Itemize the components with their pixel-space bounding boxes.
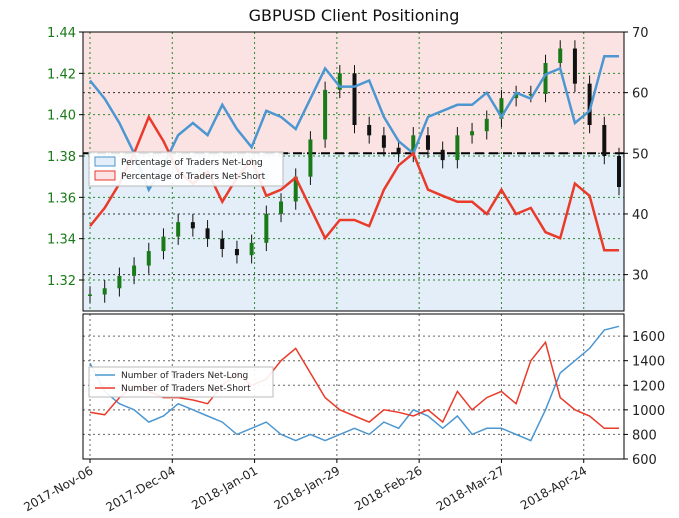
price-candle-15 <box>308 139 313 177</box>
price-candle-27 <box>484 118 489 132</box>
percent-tick-label-1: 40 <box>632 208 649 223</box>
price-candle-25 <box>455 135 460 161</box>
legend-label-net-short-count: Number of Traders Net-Short <box>121 384 251 394</box>
price-candle-11 <box>249 242 254 256</box>
percent-axis: 30 40 50 60 70 <box>624 26 649 284</box>
date-tick-label-6: 2018-Apr-24 <box>518 463 589 512</box>
count-tick-label-3: 1200 <box>632 379 665 394</box>
price-candle-36 <box>617 156 621 187</box>
price-tick-label-3: 1.38 <box>47 150 76 165</box>
chart-title: GBPUSD Client Positioning <box>249 6 460 25</box>
bottom-panel: 600 800 1000 1200 1400 1600 Number of Traders… <box>82 313 665 468</box>
count-tick-label-2: 1000 <box>632 404 665 419</box>
count-tick-label-4: 1400 <box>632 355 665 370</box>
price-candle-22 <box>411 135 416 154</box>
bottom-legend: Number of Traders Net-Long Number of Tra… <box>88 366 274 398</box>
count-tick-label-0: 600 <box>632 453 657 468</box>
net-short-count-line <box>89 340 619 430</box>
date-tick-label-4: 2018-Feb-26 <box>352 463 425 513</box>
price-candle-9 <box>220 238 225 249</box>
price-candle-3 <box>132 265 137 276</box>
price-candle-21 <box>396 147 401 154</box>
top-panel: 1.321.341.361.381.401.421.44 3040506070 … <box>47 26 649 312</box>
price-candle-26 <box>470 131 475 136</box>
legend-label-net-long: Percentage of Traders Net-Long <box>121 158 263 168</box>
price-candle-8 <box>205 228 210 239</box>
price-candle-16 <box>323 89 328 140</box>
price-candle-32 <box>558 48 563 63</box>
count-tick-label-5: 1600 <box>632 330 665 345</box>
price-tick-label-2: 1.36 <box>47 191 76 206</box>
percent-tick-label-0: 30 <box>632 269 649 284</box>
date-tick-label-2: 2018-Jan-01 <box>189 463 260 512</box>
price-tick-label-1: 1.34 <box>47 233 76 248</box>
count-tick-label-1: 800 <box>632 428 657 443</box>
price-candle-12 <box>264 213 269 243</box>
top-legend-box <box>88 151 284 187</box>
price-candle-10 <box>234 249 239 256</box>
legend-swatch-net-long <box>94 156 116 167</box>
price-tick-label-5: 1.42 <box>47 67 76 82</box>
price-candle-35 <box>602 125 607 156</box>
legend-label-net-long-count: Number of Traders Net-Long <box>121 371 248 381</box>
price-candles <box>88 40 621 303</box>
date-tick-label-5: 2018-Mar-27 <box>434 463 507 513</box>
price-candle-6 <box>176 222 181 237</box>
price-candle-13 <box>279 201 284 214</box>
net-long-count-line <box>89 325 620 442</box>
price-candle-34 <box>587 83 592 125</box>
price-candle-2 <box>117 275 122 289</box>
date-tick-label-3: 2018-Jan-29 <box>272 463 343 512</box>
percent-tick-label-3: 60 <box>632 87 649 102</box>
price-candle-5 <box>161 236 166 252</box>
date-axis: 2017-Nov-06 2017-Dec-04 2018-Jan-01 2018-Ja… <box>21 459 589 514</box>
price-candle-33 <box>572 48 577 84</box>
price-candle-4 <box>146 251 151 266</box>
price-candle-23 <box>425 135 430 150</box>
price-tick-label-0: 1.32 <box>47 274 76 289</box>
price-candle-20 <box>381 135 386 148</box>
price-candle-1 <box>102 288 107 295</box>
price-candle-31 <box>543 63 548 94</box>
price-tick-label-6: 1.44 <box>47 26 76 41</box>
price-candle-14 <box>293 176 298 202</box>
top-legend: Percentage of Traders Net-Long Percentag… <box>88 151 284 187</box>
price-axis: 1.32 1.34 1.36 1.38 1.40 1.42 1.44 <box>47 26 83 289</box>
net-long-percent-line <box>89 55 619 193</box>
percent-tick-label-2: 50 <box>632 147 649 162</box>
percent-tick-label-4: 70 <box>632 26 649 41</box>
top-panel-frame <box>82 31 625 312</box>
price-candle-19 <box>367 125 372 136</box>
price-candle-24 <box>440 149 445 161</box>
price-candle-29 <box>514 94 519 99</box>
bottom-panel-frame <box>82 313 625 460</box>
price-candle-18 <box>352 73 357 125</box>
price-tick-label-4: 1.40 <box>47 109 76 124</box>
date-tick-label-0: 2017-Nov-06 <box>21 463 95 514</box>
price-candle-28 <box>499 98 504 119</box>
count-axis: 600 800 1000 1200 1400 1600 <box>624 330 665 468</box>
price-candle-30 <box>528 94 533 96</box>
legend-label-net-short: Percentage of Traders Net-Short <box>121 172 266 182</box>
legend-swatch-net-short <box>94 170 116 181</box>
date-tick-label-1: 2017-Dec-04 <box>103 463 177 514</box>
price-candle-7 <box>190 222 195 229</box>
price-candle-0 <box>88 294 92 296</box>
price-candle-17 <box>337 73 342 90</box>
bottom-legend-box <box>88 366 274 398</box>
